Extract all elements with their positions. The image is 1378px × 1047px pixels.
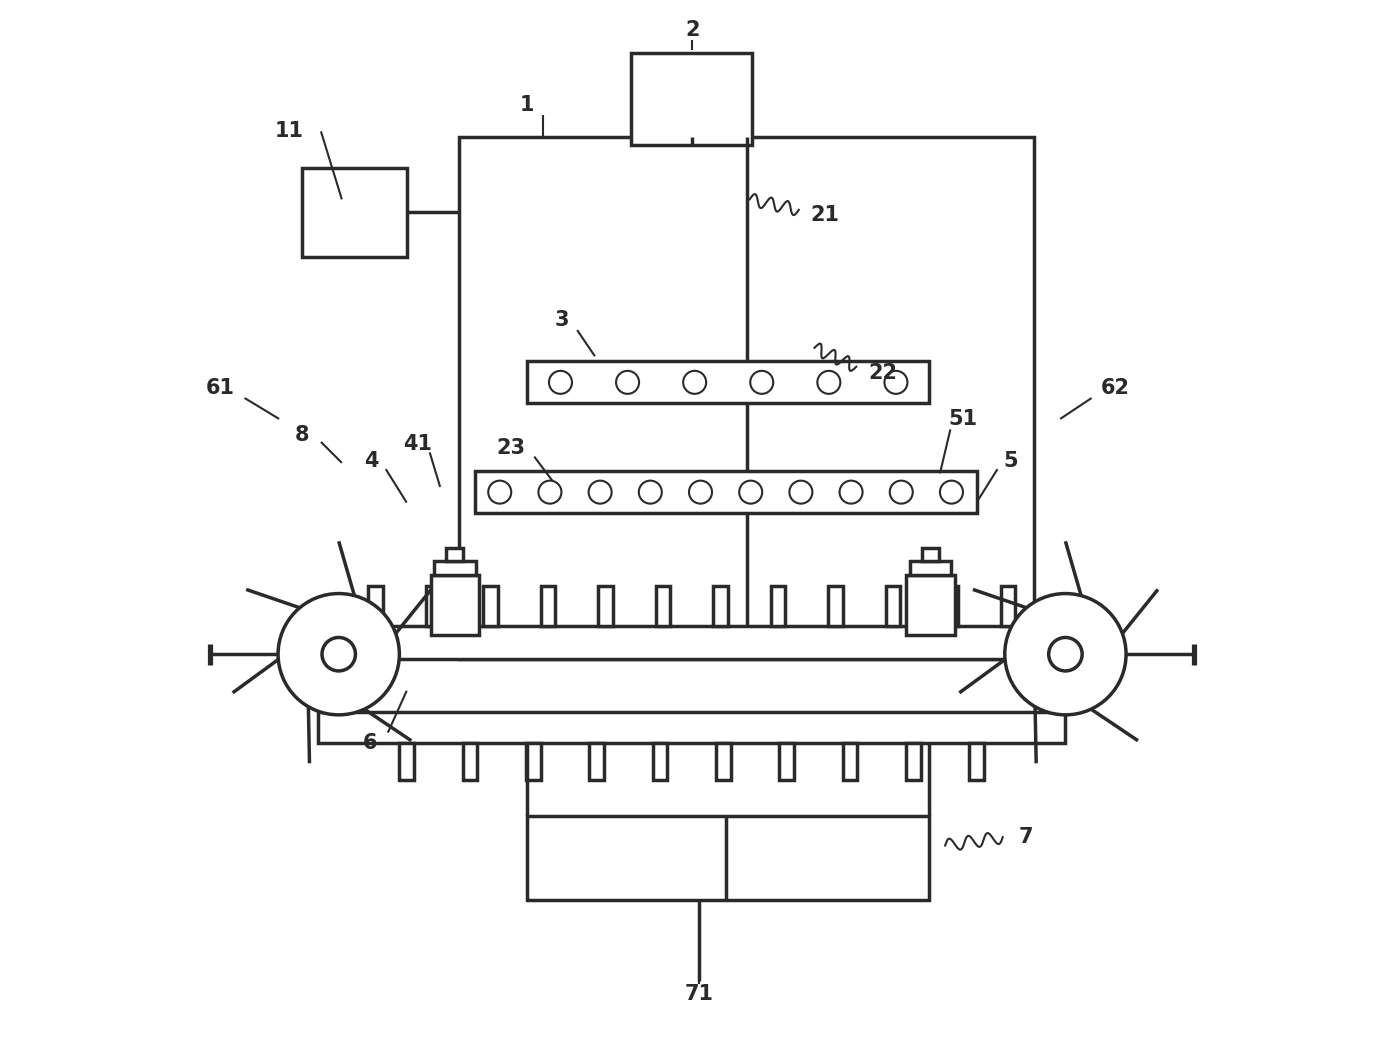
Bar <box>653 743 667 780</box>
Circle shape <box>890 481 912 504</box>
Bar <box>1000 586 1016 626</box>
Text: 51: 51 <box>948 409 977 429</box>
Circle shape <box>639 481 661 504</box>
Text: 11: 11 <box>276 121 305 141</box>
Circle shape <box>488 481 511 504</box>
Bar <box>446 548 463 561</box>
Text: 23: 23 <box>496 439 526 459</box>
Bar <box>302 168 407 257</box>
Text: 21: 21 <box>810 205 839 225</box>
Bar <box>434 561 475 575</box>
Circle shape <box>548 371 572 394</box>
Circle shape <box>940 481 963 504</box>
Bar <box>717 743 730 780</box>
Bar <box>905 743 921 780</box>
Bar <box>598 586 613 626</box>
Text: 3: 3 <box>554 310 569 330</box>
Bar <box>484 586 497 626</box>
Circle shape <box>616 371 639 394</box>
Text: 8: 8 <box>295 425 310 445</box>
Bar <box>969 743 984 780</box>
Bar <box>842 743 857 780</box>
Circle shape <box>278 594 400 715</box>
Text: 6: 6 <box>362 733 378 753</box>
Text: 41: 41 <box>402 435 431 454</box>
Bar <box>474 471 977 513</box>
Bar <box>426 586 440 626</box>
Bar <box>400 743 413 780</box>
Bar <box>909 561 951 575</box>
Text: 7: 7 <box>1018 827 1034 847</box>
Text: 22: 22 <box>868 363 897 383</box>
Bar <box>780 743 794 780</box>
Circle shape <box>839 481 863 504</box>
Circle shape <box>1049 638 1082 671</box>
Text: 61: 61 <box>207 378 236 398</box>
Bar <box>656 586 670 626</box>
Bar <box>318 626 1065 660</box>
Bar <box>540 586 555 626</box>
Bar <box>712 586 728 626</box>
Text: 4: 4 <box>364 451 379 471</box>
Circle shape <box>539 481 561 504</box>
Bar <box>770 586 785 626</box>
Bar <box>431 575 478 636</box>
Text: 2: 2 <box>685 20 700 40</box>
Circle shape <box>683 371 706 394</box>
Circle shape <box>739 481 762 504</box>
Bar <box>318 712 1065 743</box>
Bar <box>526 743 540 780</box>
Circle shape <box>322 638 356 671</box>
Text: 71: 71 <box>685 984 714 1004</box>
Bar <box>526 817 930 900</box>
Circle shape <box>885 371 908 394</box>
Circle shape <box>1005 594 1126 715</box>
Bar <box>526 361 930 403</box>
Circle shape <box>689 481 712 504</box>
Bar <box>828 586 843 626</box>
Bar <box>886 586 900 626</box>
Bar <box>590 743 604 780</box>
Text: 1: 1 <box>520 95 535 115</box>
Text: 62: 62 <box>1101 378 1130 398</box>
Bar <box>459 136 1034 660</box>
Bar <box>907 575 955 636</box>
Bar <box>631 53 752 144</box>
Text: 5: 5 <box>1003 451 1018 471</box>
Circle shape <box>588 481 612 504</box>
Bar <box>922 548 938 561</box>
Bar <box>943 586 958 626</box>
Circle shape <box>817 371 841 394</box>
Bar <box>463 743 477 780</box>
Circle shape <box>790 481 813 504</box>
Circle shape <box>750 371 773 394</box>
Bar <box>368 586 383 626</box>
